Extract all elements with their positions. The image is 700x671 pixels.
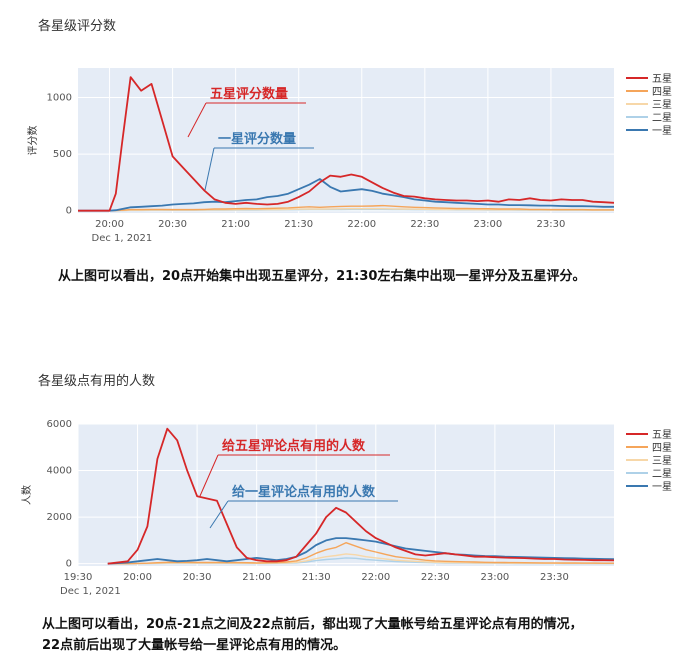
annotation-pointer — [209, 500, 229, 529]
x-tick-label: 22:00 — [361, 572, 390, 583]
x-tick-label: 19:30 — [64, 572, 93, 583]
chart2-caption-line2: 22点前后出现了大量帐号给一星评论点有用的情况。 — [42, 638, 347, 653]
x-tick-label: 22:00 — [347, 219, 376, 230]
chart2-caption-line1: 从上图可以看出，20点-21点之间及22点前后，都出现了大量帐号给五星评论点有用… — [42, 617, 583, 632]
legend-label: 三星 — [652, 455, 672, 467]
x-tick-label: 23:00 — [473, 219, 502, 230]
legend-label: 二星 — [652, 112, 672, 124]
annotation-text: 给一星评论点有用的人数 — [232, 484, 376, 500]
annotation-pointer — [204, 147, 215, 191]
x-tick-label: 21:30 — [302, 572, 331, 583]
legend-label: 四星 — [652, 442, 672, 454]
series-line-1 — [107, 427, 615, 565]
y-axis-label: 评分数 — [26, 126, 39, 156]
chart2-title: 各星级点有用的人数 — [38, 374, 156, 389]
x-tick-label: 20:30 — [183, 572, 212, 583]
x-tick-label: 23:30 — [540, 572, 569, 583]
x-tick-label: 23:00 — [480, 572, 509, 583]
x-tick-label: 21:30 — [284, 219, 313, 230]
series-line-5 — [107, 537, 615, 565]
y-tick-label: 500 — [53, 149, 72, 160]
legend-label: 二星 — [652, 468, 672, 480]
x-tick-label: 22:30 — [410, 219, 439, 230]
legend-label: 五星 — [652, 429, 672, 441]
series-line-2 — [78, 204, 614, 212]
x-tick-label: 22:30 — [421, 572, 450, 583]
legend-label: 四星 — [652, 86, 672, 98]
x-tick-label: 23:30 — [537, 219, 566, 230]
chart1-svg: 20:00 20:30 21:00 21:30 22:00 22:30 23:00 23:30… — [26, 68, 672, 244]
y-tick-label: 1000 — [47, 92, 72, 103]
legend-label: 五星 — [652, 73, 672, 85]
series-line-1 — [78, 76, 615, 212]
series-line-5 — [78, 178, 614, 212]
legend-label: 三星 — [652, 99, 672, 111]
legend-label: 一星 — [652, 481, 672, 493]
y-tick-label: 4000 — [47, 466, 72, 477]
legend-label: 一星 — [652, 125, 672, 137]
y-axis-label: 人数 — [20, 485, 33, 505]
annotation-text: 一星评分数量 — [218, 131, 296, 147]
x-tick-label: 21:00 — [221, 219, 250, 230]
x-date-label: Dec 1, 2021 — [92, 233, 153, 244]
y-tick-label: 2000 — [47, 512, 72, 523]
annotation-pointer — [199, 454, 219, 497]
chart2-svg: 19:30 20:00 20:30 21:00 21:30 22:00 22:30 23:00… — [20, 419, 672, 597]
y-tick-label: 6000 — [47, 419, 72, 430]
x-date-label: Dec 1, 2021 — [60, 586, 121, 597]
x-tick-label: 20:00 — [123, 572, 152, 583]
x-tick-label: 21:00 — [242, 572, 271, 583]
x-tick-label: 20:30 — [158, 219, 187, 230]
chart1-title: 各星级评分数 — [38, 19, 117, 34]
chart1-caption: 从上图可以看出，20点开始集中出现五星评分，21:30左右集中出现一星评分及五星… — [58, 269, 586, 284]
annotation-pointer — [187, 102, 207, 138]
annotation-text: 给五星评论点有用的人数 — [222, 438, 366, 454]
annotation-text: 五星评分数量 — [210, 86, 288, 102]
series-line-2 — [107, 541, 614, 565]
x-tick-label: 20:00 — [95, 219, 124, 230]
y-tick-label: 0 — [66, 559, 72, 570]
y-tick-label: 0 — [66, 206, 72, 217]
